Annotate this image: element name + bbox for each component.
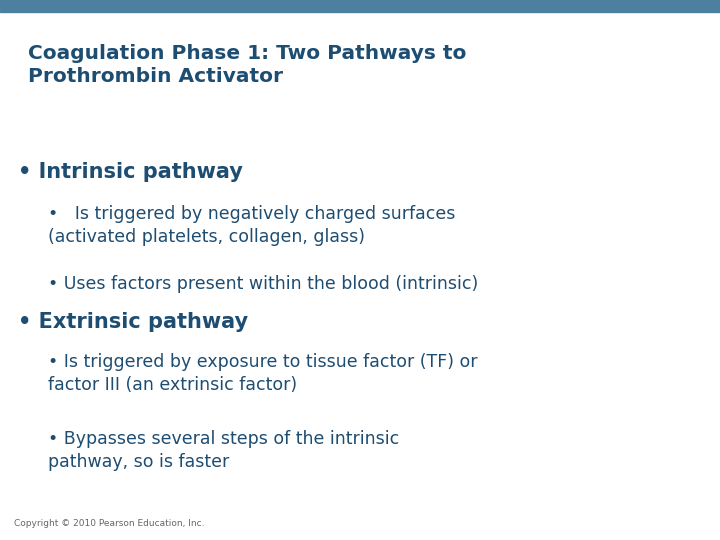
Text: Coagulation Phase 1: Two Pathways to
Prothrombin Activator: Coagulation Phase 1: Two Pathways to Pro… [28, 44, 467, 86]
Text: • Intrinsic pathway: • Intrinsic pathway [18, 162, 243, 182]
Text: • Is triggered by exposure to tissue factor (TF) or
factor III (an extrinsic fac: • Is triggered by exposure to tissue fac… [48, 353, 477, 394]
Text: Copyright © 2010 Pearson Education, Inc.: Copyright © 2010 Pearson Education, Inc. [14, 519, 204, 528]
Text: • Extrinsic pathway: • Extrinsic pathway [18, 312, 248, 332]
Text: • Bypasses several steps of the intrinsic
pathway, so is faster: • Bypasses several steps of the intrinsi… [48, 430, 400, 471]
Bar [0, 0, 720, 12]
Text: •   Is triggered by negatively charged surfaces
(activated platelets, collagen, : • Is triggered by negatively charged sur… [48, 205, 455, 246]
Text: • Uses factors present within the blood (intrinsic): • Uses factors present within the blood … [48, 275, 478, 293]
